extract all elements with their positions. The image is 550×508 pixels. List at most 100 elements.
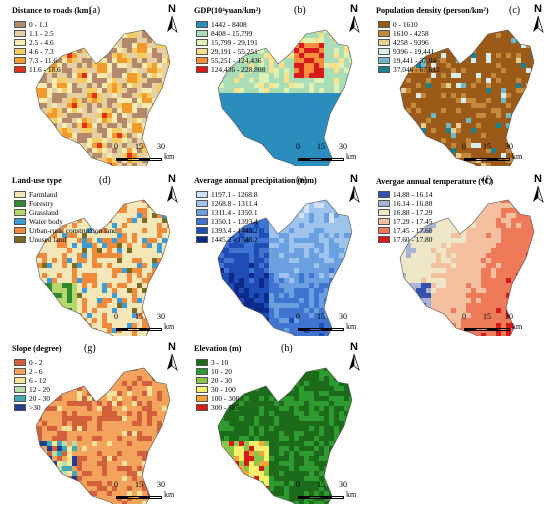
legend-swatch bbox=[378, 200, 390, 207]
legend-item: 3 - 10 bbox=[196, 358, 239, 367]
scale-label: 30 bbox=[339, 480, 347, 489]
north-arrow: N bbox=[346, 4, 362, 34]
legend-item: 20 - 30 bbox=[196, 376, 239, 385]
legend-item: 10 - 20 bbox=[196, 367, 239, 376]
map-panel-a: Distance to roads (km) (a) 0 - 1.1 1.1 - 2.… bbox=[4, 0, 185, 166]
legend-label: 12 - 20 bbox=[29, 385, 50, 394]
panel-letter: (e) bbox=[296, 175, 308, 186]
legend-item: 0 - 1.1 bbox=[14, 20, 61, 29]
legend-swatch bbox=[378, 191, 390, 198]
scale-bar: 0 15 30 km bbox=[462, 312, 523, 331]
legend-label: 55,251 - 124,436 bbox=[211, 56, 262, 65]
legend-swatch bbox=[378, 30, 390, 37]
legend-label: 16.14 - 16.88 bbox=[393, 199, 433, 208]
legend-swatch bbox=[378, 236, 390, 243]
map-graphic bbox=[399, 199, 535, 336]
scale-unit: km bbox=[346, 322, 357, 331]
legend-item: 0 - 1610 bbox=[378, 20, 440, 29]
legend: 3 - 10 10 - 20 20 - 30 30 - 100 100 - 300 300… bbox=[196, 358, 239, 412]
legend-swatch bbox=[378, 227, 390, 234]
legend-item: 1311.4 - 1350.1 bbox=[196, 208, 258, 217]
north-letter: N bbox=[168, 3, 176, 15]
legend-item: 1442 - 8408 bbox=[196, 20, 265, 29]
legend-swatch bbox=[196, 200, 208, 207]
scale-label: 15 bbox=[135, 142, 143, 151]
panel-title: Avergae annual temperature (⁰C) bbox=[376, 177, 494, 186]
legend-item: Urban-rural construction land bbox=[14, 226, 117, 235]
map-panel-d: Land-use type (d) Farmland Forestry Grasslan… bbox=[4, 170, 185, 336]
scale-unit: km bbox=[512, 322, 523, 331]
legend-swatch bbox=[14, 200, 26, 207]
legend-item: 1610 - 4258 bbox=[378, 29, 440, 38]
legend-label: 17.45 - 17.60 bbox=[393, 226, 433, 235]
scale-bar-graphic bbox=[298, 158, 344, 161]
legend-label: 4.6 - 7.3 bbox=[29, 47, 54, 56]
legend-label: 8408 - 15,799 bbox=[211, 29, 253, 38]
legend-swatch bbox=[196, 359, 208, 366]
scale-label: 0 bbox=[462, 142, 466, 151]
legend-item: 2.5 - 4.6 bbox=[14, 38, 61, 47]
legend-swatch bbox=[14, 209, 26, 216]
legend-label: Grassland bbox=[29, 208, 59, 217]
legend-swatch bbox=[378, 39, 390, 46]
legend-swatch bbox=[14, 48, 26, 55]
legend-swatch bbox=[14, 218, 26, 225]
scale-bar-graphic bbox=[464, 158, 510, 161]
panel-title: Population density (person/km²) bbox=[376, 6, 489, 15]
legend-label: 20 - 30 bbox=[29, 394, 50, 403]
legend-label: 100 - 300 bbox=[211, 394, 240, 403]
legend-swatch bbox=[378, 209, 390, 216]
legend-label: 1442 - 8408 bbox=[211, 20, 247, 29]
scale-label: 30 bbox=[505, 142, 513, 151]
scale-bar-graphic bbox=[464, 328, 510, 331]
legend-label: 15,799 - 29,191 bbox=[211, 38, 258, 47]
legend-item: 37,046 - 67,612 bbox=[378, 65, 440, 74]
legend-label: 37,046 - 67,612 bbox=[393, 65, 440, 74]
scale-label: 15 bbox=[135, 312, 143, 321]
legend-item: 4258 - 9396 bbox=[378, 38, 440, 47]
legend-swatch bbox=[378, 48, 390, 55]
legend-item: 1350.1 - 1393.4 bbox=[196, 217, 258, 226]
scale-unit: km bbox=[346, 152, 357, 161]
legend-item: 55,251 - 124,436 bbox=[196, 56, 265, 65]
scale-bar: 0 15 30 km bbox=[114, 480, 174, 499]
scale-bar-graphic bbox=[298, 328, 344, 331]
north-arrow-icon bbox=[167, 353, 178, 371]
north-arrow-icon bbox=[349, 185, 360, 203]
scale-label: 0 bbox=[114, 142, 118, 151]
legend-label: 1268.8 - 1311.4 bbox=[211, 199, 258, 208]
legend-swatch bbox=[196, 404, 208, 411]
map-graphic bbox=[217, 199, 353, 336]
legend-label: 6 - 12 bbox=[29, 376, 47, 385]
legend-item: 1268.8 - 1311.4 bbox=[196, 199, 258, 208]
scale-label: 30 bbox=[339, 312, 347, 321]
legend-item: 4.6 - 7.3 bbox=[14, 47, 61, 56]
north-arrow-icon bbox=[349, 15, 360, 33]
legend-swatch bbox=[14, 30, 26, 37]
map-panel-c: Population density (person/km²) (c) 0 - 16… bbox=[368, 0, 549, 166]
north-letter: N bbox=[168, 341, 176, 353]
scale-bar-graphic bbox=[116, 158, 162, 161]
legend-swatch bbox=[196, 209, 208, 216]
panel-letter: (c) bbox=[509, 5, 521, 16]
legend-label: 1311.4 - 1350.1 bbox=[211, 208, 258, 217]
legend-item: 1197.1 - 1268.8 bbox=[196, 190, 258, 199]
scale-label: 30 bbox=[339, 142, 347, 151]
legend-label: 9396 - 19,441 bbox=[393, 47, 435, 56]
legend-swatch bbox=[14, 21, 26, 28]
legend-item: Grassland bbox=[14, 208, 117, 217]
legend: 1442 - 8408 8408 - 15,799 15,799 - 29,191 2… bbox=[196, 20, 265, 74]
scale-unit: km bbox=[164, 322, 175, 331]
map-graphic bbox=[35, 199, 171, 336]
north-letter: N bbox=[350, 173, 358, 185]
panel-title: GDP(10⁴yuan/km²) bbox=[194, 6, 261, 15]
legend-swatch bbox=[14, 227, 26, 234]
legend-label: 0 - 2 bbox=[29, 358, 43, 367]
scale-unit: km bbox=[346, 490, 357, 499]
north-letter: N bbox=[534, 3, 542, 15]
legend-item: >30 bbox=[14, 403, 50, 412]
legend-label: 17.60 - 17.80 bbox=[393, 235, 433, 244]
panel-letter: (d) bbox=[99, 175, 111, 186]
